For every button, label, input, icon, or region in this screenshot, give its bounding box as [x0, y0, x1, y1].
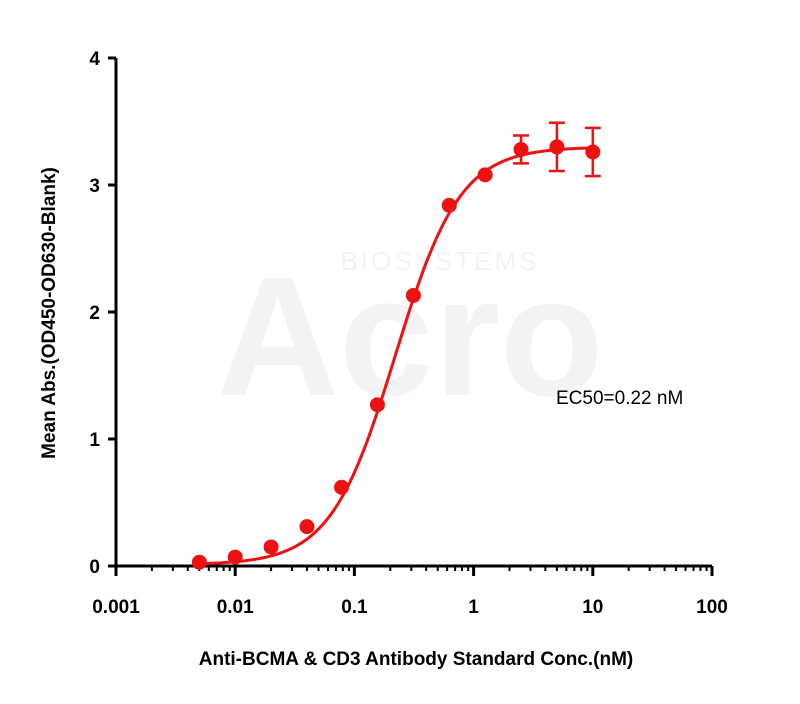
y-tick-label: 4	[89, 49, 100, 70]
data-point	[549, 139, 565, 155]
ec50-annotation: EC50=0.22 nM	[556, 388, 683, 409]
fit-curve-layer	[199, 146, 593, 566]
data-point	[263, 539, 279, 555]
data-points-layer	[191, 121, 601, 570]
y-tick-label: 0	[89, 557, 100, 578]
data-point	[477, 167, 493, 183]
y-tick-label: 3	[89, 176, 100, 197]
watermark-logo: Acro	[216, 242, 603, 432]
data-point	[513, 141, 529, 157]
data-point	[334, 479, 350, 495]
y-tick-label: 1	[89, 430, 100, 451]
data-point	[191, 554, 207, 570]
data-point	[585, 144, 601, 160]
data-point	[299, 519, 315, 535]
x-tick-label: 0.01	[217, 597, 254, 618]
axes: 0 1 2 3 4 0.001 0.01 0.1 1 10 100	[89, 49, 727, 618]
data-point	[405, 287, 421, 303]
x-tick-label: 0.001	[92, 597, 140, 618]
y-tick-label: 2	[89, 303, 100, 324]
data-point	[227, 549, 243, 565]
x-tick-label: 0.1	[341, 597, 368, 618]
x-axis-title: Anti-BCMA & CD3 Antibody Standard Conc.(…	[199, 649, 634, 670]
x-tick-label: 100	[696, 597, 728, 618]
x-tick-label: 10	[582, 597, 603, 618]
y-axis-title: Mean Abs.(OD450-OD630-Blank)	[39, 167, 60, 459]
watermark-subtitle: BIOSYSTEMS	[340, 246, 539, 276]
data-point	[369, 397, 385, 413]
x-tick-label: 1	[468, 597, 479, 618]
fit-curve	[199, 146, 593, 566]
watermark: BIOSYSTEMS Acro	[216, 242, 603, 432]
data-point	[441, 197, 457, 213]
